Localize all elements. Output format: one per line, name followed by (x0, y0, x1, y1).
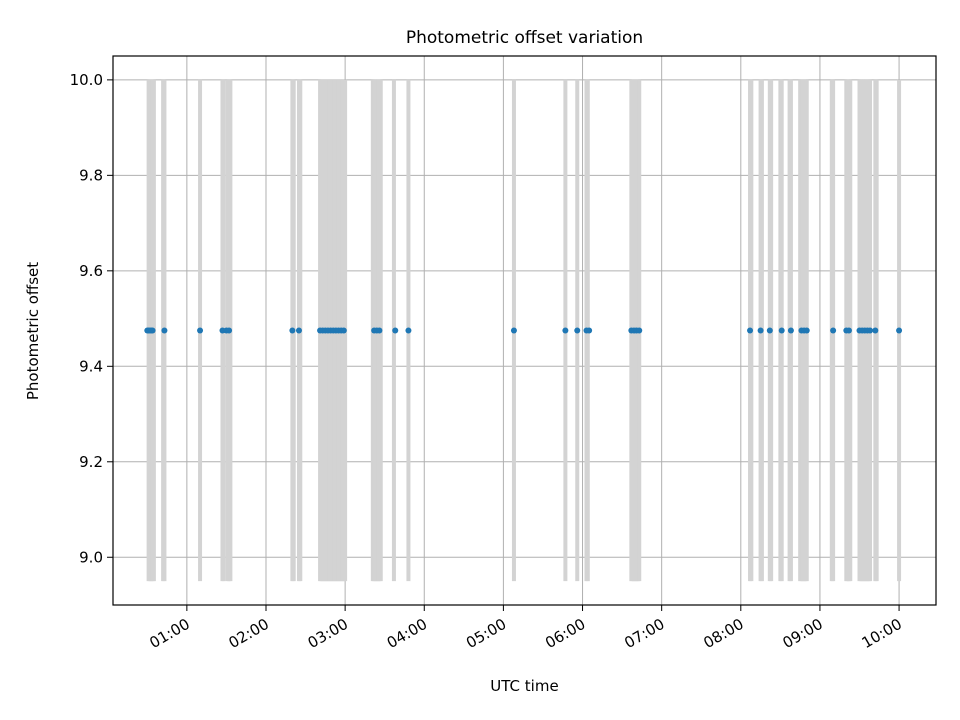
y-axis-label: Photometric offset (24, 262, 42, 400)
data-point (197, 327, 204, 334)
data-point (872, 327, 879, 334)
y-tick-label: 9.0 (79, 548, 103, 566)
data-point (757, 327, 764, 334)
data-point (803, 327, 810, 334)
data-point (787, 327, 794, 334)
chart-title: Photometric offset variation (406, 28, 643, 48)
y-tick-label: 9.4 (79, 357, 103, 375)
data-point (778, 327, 785, 334)
data-point (376, 327, 383, 334)
data-point (510, 327, 517, 334)
y-tick-label: 9.6 (79, 262, 103, 280)
data-point (149, 327, 156, 334)
data-point (766, 327, 773, 334)
data-point (747, 327, 754, 334)
x-axis-label: UTC time (490, 677, 558, 695)
y-tick-label: 10.0 (70, 71, 103, 89)
data-point (295, 327, 302, 334)
data-point (574, 327, 581, 334)
data-point (392, 327, 399, 334)
data-point (867, 327, 874, 334)
data-point (226, 327, 233, 334)
data-point (340, 327, 347, 334)
data-point (161, 327, 168, 334)
data-point (405, 327, 412, 334)
y-axis-ticks: 9.0 9.2 9.4 9.6 9.8 10.0 (70, 71, 113, 566)
data-point (289, 327, 296, 334)
data-points (144, 327, 903, 334)
data-point (636, 327, 643, 334)
data-point (845, 327, 852, 334)
data-point (586, 327, 593, 334)
data-point (562, 327, 569, 334)
y-tick-label: 9.2 (79, 453, 103, 471)
plot-frame (112, 55, 937, 606)
y-tick-label: 9.8 (79, 166, 103, 184)
data-point (830, 327, 837, 334)
data-point (896, 327, 903, 334)
